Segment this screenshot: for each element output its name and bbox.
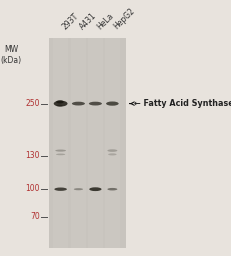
Bar <box>88 38 103 248</box>
Ellipse shape <box>56 105 63 107</box>
Ellipse shape <box>106 101 119 106</box>
Text: MW
(kDa): MW (kDa) <box>1 45 22 65</box>
Text: A431: A431 <box>78 11 99 31</box>
Ellipse shape <box>89 187 102 191</box>
Text: 100: 100 <box>25 184 40 193</box>
Ellipse shape <box>108 153 117 155</box>
Bar <box>71 38 86 248</box>
Bar <box>53 38 68 248</box>
Ellipse shape <box>54 101 67 106</box>
Text: 130: 130 <box>25 151 40 160</box>
Text: 250: 250 <box>25 99 40 108</box>
Text: 70: 70 <box>30 212 40 221</box>
Text: HeLa: HeLa <box>95 11 116 31</box>
Text: 293T: 293T <box>61 11 81 31</box>
Bar <box>105 38 120 248</box>
Ellipse shape <box>56 100 64 103</box>
Ellipse shape <box>107 149 117 152</box>
Ellipse shape <box>74 188 83 190</box>
Ellipse shape <box>72 102 85 105</box>
Ellipse shape <box>55 150 66 152</box>
Ellipse shape <box>56 154 65 155</box>
Ellipse shape <box>107 188 117 190</box>
Text: ← Fatty Acid Synthase: ← Fatty Acid Synthase <box>134 99 231 108</box>
Ellipse shape <box>54 187 67 191</box>
Text: HepG2: HepG2 <box>112 7 137 31</box>
Bar <box>49 38 126 248</box>
Ellipse shape <box>89 102 102 105</box>
